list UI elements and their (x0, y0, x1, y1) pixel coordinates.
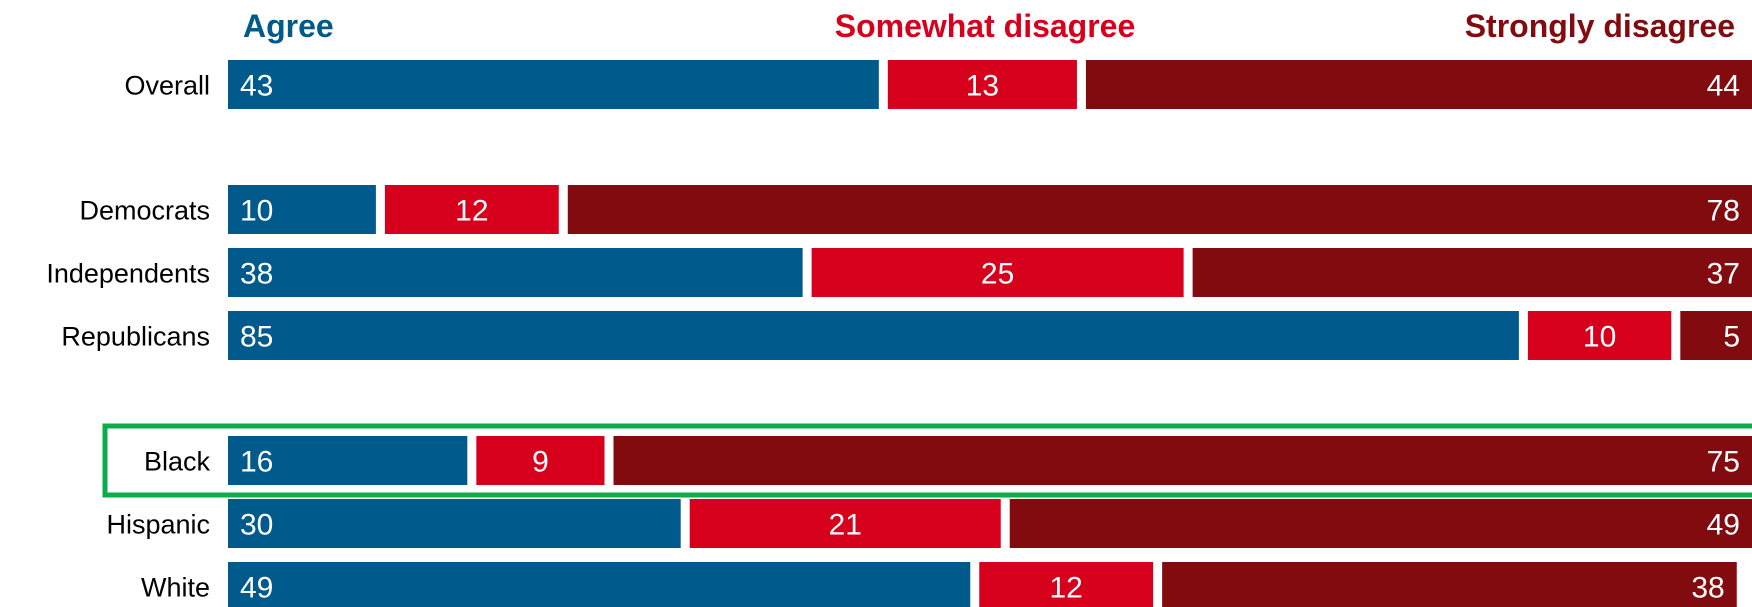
value-label-agree-democrats: 10 (240, 195, 273, 228)
row-white: White 49 12 38 (141, 562, 1737, 607)
bar-somewhat-disagree-white (979, 562, 1154, 607)
value-label-strongly-disagree-independents: 37 (1707, 258, 1740, 291)
value-label-strongly-disagree-overall: 44 (1707, 70, 1740, 103)
row-label-republicans: Republicans (61, 322, 210, 352)
bar-somewhat-disagree-overall (887, 60, 1077, 109)
value-label-somewhat-disagree-independents: 25 (981, 258, 1014, 291)
row-label-white: White (141, 573, 210, 603)
value-label-agree-black: 16 (240, 446, 273, 479)
bar-agree-independents (228, 248, 803, 297)
row-label-democrats: Democrats (79, 196, 210, 226)
bar-agree-republicans (228, 311, 1519, 360)
value-label-somewhat-disagree-white: 12 (1050, 572, 1083, 605)
row-label-hispanic: Hispanic (106, 510, 210, 540)
row-republicans: Republicans 85 10 5 (61, 311, 1752, 360)
value-label-somewhat-disagree-overall: 13 (966, 70, 999, 103)
value-label-somewhat-disagree-democrats: 12 (455, 195, 488, 228)
chart-legend: Agree Somewhat disagree Strongly disagre… (243, 8, 1735, 44)
value-label-somewhat-disagree-black: 9 (532, 446, 549, 479)
row-hispanic: Hispanic 30 21 49 (106, 499, 1752, 548)
row-independents: Independents 38 25 37 (46, 248, 1752, 297)
legend-strongly-disagree: Strongly disagree (1465, 8, 1735, 44)
value-label-somewhat-disagree-hispanic: 21 (829, 509, 862, 542)
bar-agree-overall (228, 60, 879, 109)
legend-agree: Agree (243, 8, 334, 44)
highlight-box (102, 423, 1752, 498)
row-black: Black 16 9 75 (102, 423, 1752, 498)
row-label-independents: Independents (46, 259, 210, 289)
bar-somewhat-disagree-democrats (384, 185, 559, 234)
bar-somewhat-disagree-republicans (1527, 311, 1672, 360)
value-label-strongly-disagree-democrats: 78 (1707, 195, 1740, 228)
bar-somewhat-disagree-black (476, 436, 605, 485)
bar-agree-democrats (228, 185, 376, 234)
legend-somewhat-disagree: Somewhat disagree (835, 8, 1136, 44)
value-label-agree-independents: 38 (240, 258, 273, 291)
bar-agree-hispanic (228, 499, 681, 548)
value-label-strongly-disagree-republicans: 5 (1723, 321, 1740, 354)
value-label-agree-white: 49 (240, 572, 273, 605)
row-overall: Overall 43 13 44 (124, 60, 1752, 109)
row-label-black: Black (144, 447, 211, 477)
bar-strongly-disagree-white (1162, 562, 1737, 607)
bar-agree-black (228, 436, 468, 485)
value-label-agree-hispanic: 30 (240, 509, 273, 542)
bar-strongly-disagree-democrats (567, 185, 1752, 234)
bar-strongly-disagree-black (613, 436, 1752, 485)
row-label-overall: Overall (124, 71, 210, 101)
value-label-strongly-disagree-white: 38 (1691, 572, 1724, 605)
bar-somewhat-disagree-independents (811, 248, 1184, 297)
value-label-agree-republicans: 85 (240, 321, 273, 354)
value-label-strongly-disagree-hispanic: 49 (1707, 509, 1740, 542)
bar-strongly-disagree-hispanic (1009, 499, 1752, 548)
value-label-somewhat-disagree-republicans: 10 (1583, 321, 1616, 354)
bar-strongly-disagree-republicans (1680, 311, 1752, 360)
chart-rows: Overall 43 13 44 Democrats 10 12 78 Independents… (46, 60, 1752, 607)
row-democrats: Democrats 10 12 78 (79, 185, 1752, 234)
bar-strongly-disagree-independents (1192, 248, 1752, 297)
value-label-strongly-disagree-black: 75 (1707, 446, 1740, 479)
bar-agree-white (228, 562, 971, 607)
bar-somewhat-disagree-hispanic (689, 499, 1001, 548)
value-label-agree-overall: 43 (240, 70, 273, 103)
bar-strongly-disagree-overall (1085, 60, 1752, 109)
